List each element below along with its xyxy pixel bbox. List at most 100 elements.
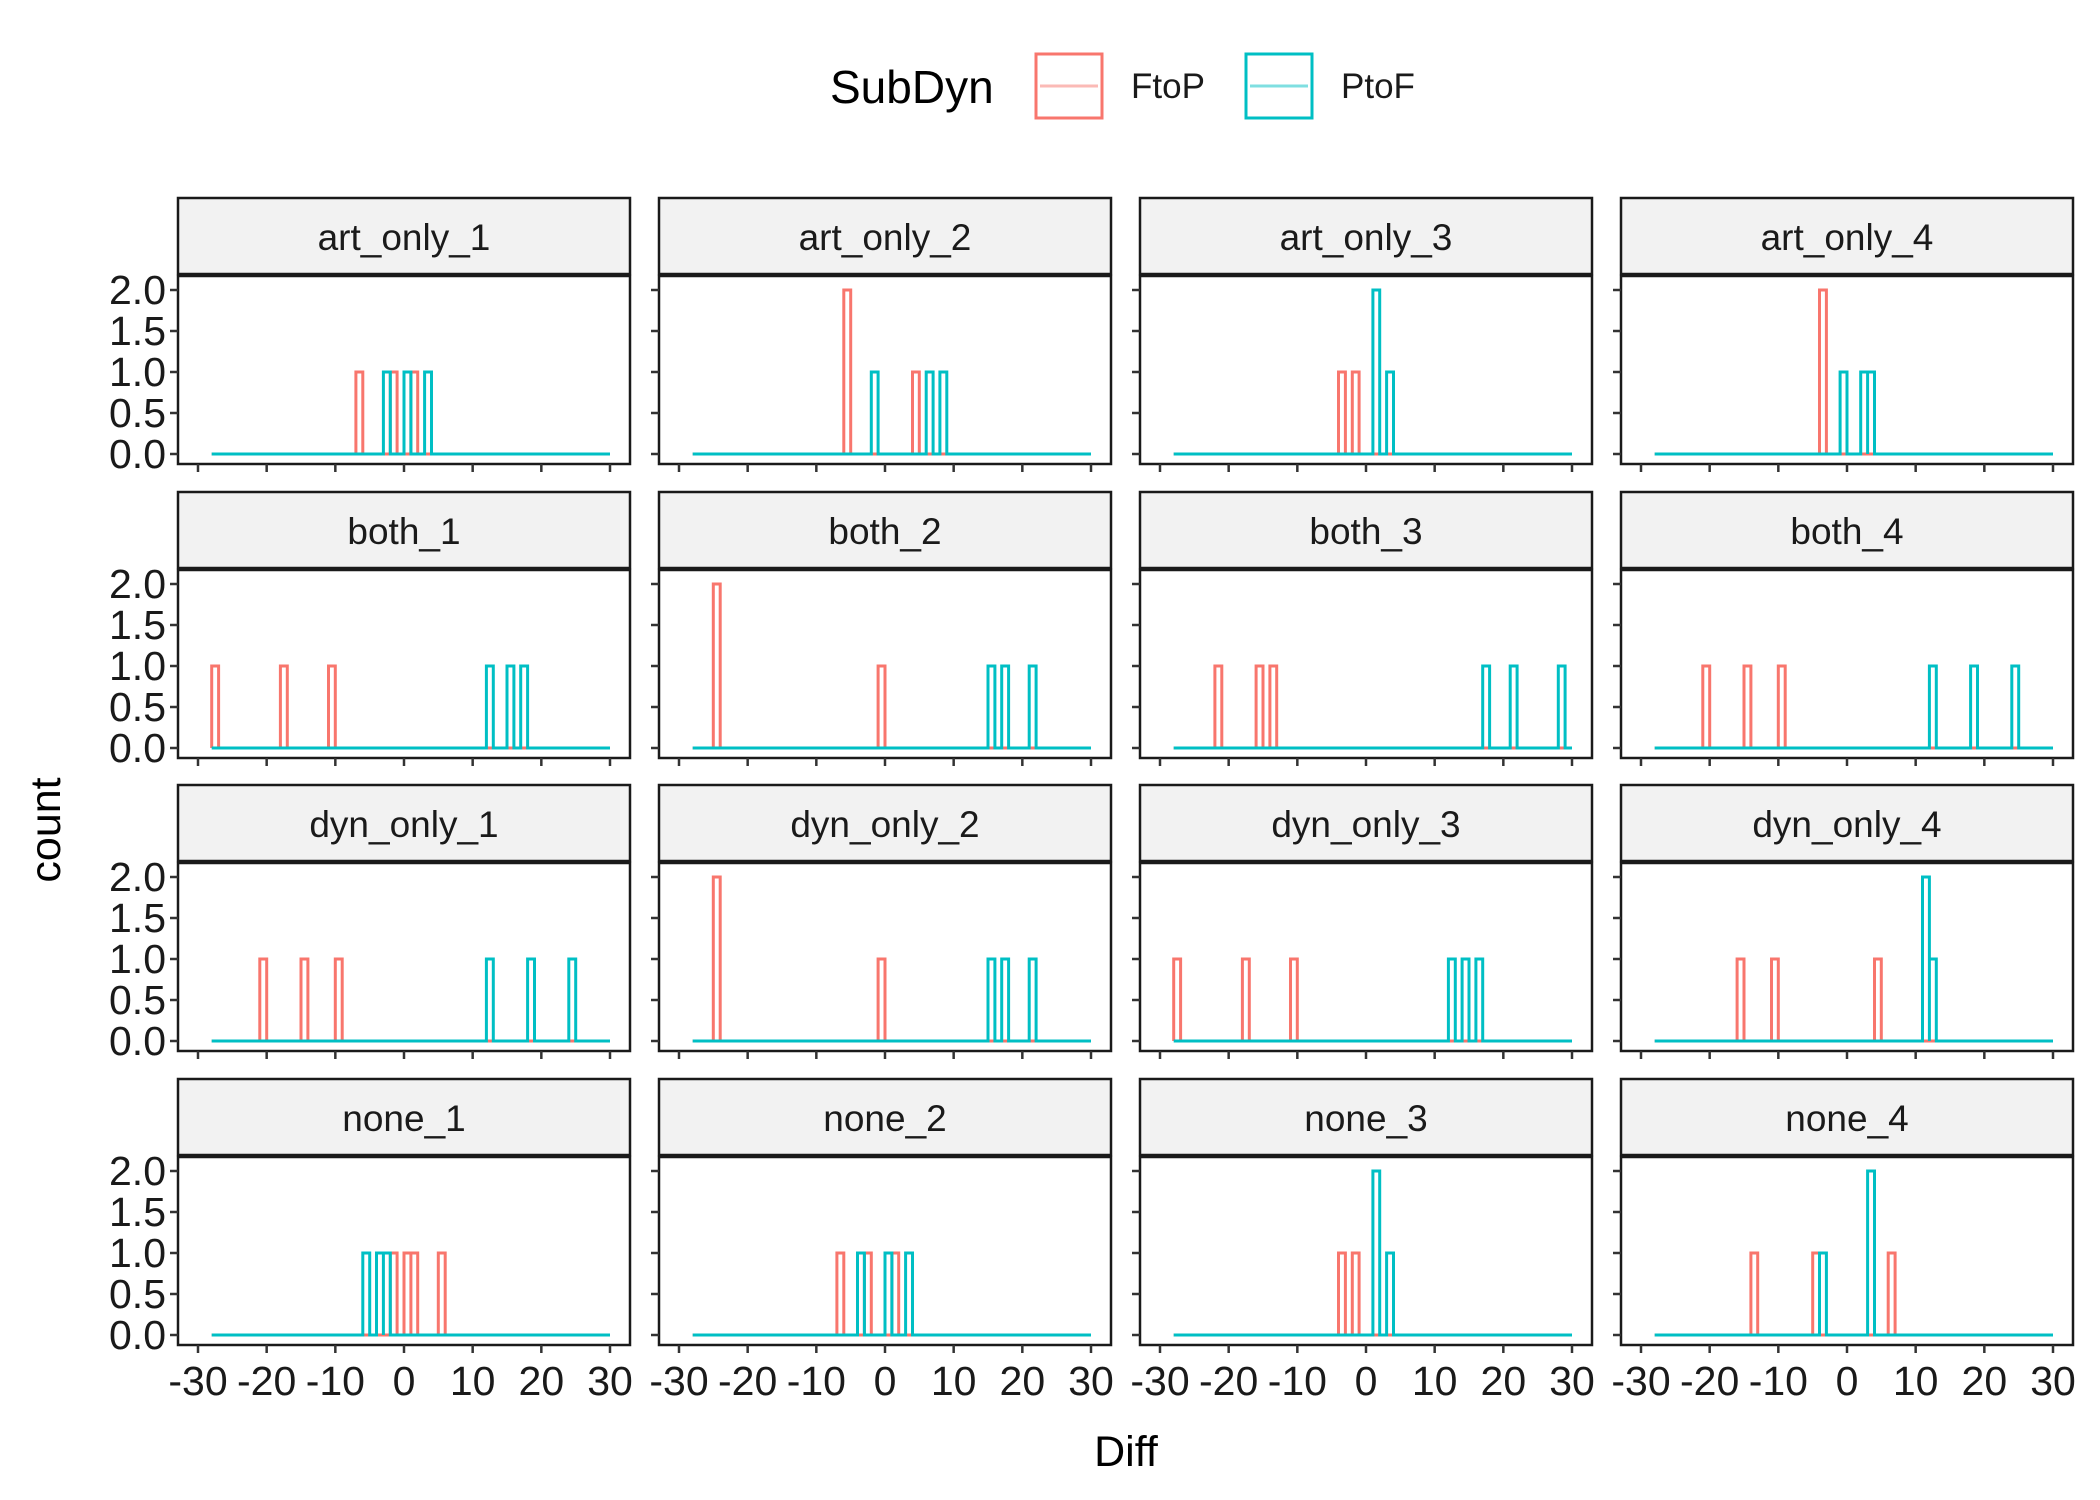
series-FtoP-both_1 (210, 664, 610, 750)
strip-label-both_2: both_2 (828, 511, 941, 552)
y-tick-label: 0.0 (109, 725, 166, 771)
x-tick-label: 30 (587, 1358, 633, 1404)
strip-both_4 (1619, 490, 2075, 570)
x-tick-label: 20 (1000, 1358, 1046, 1404)
series-FtoP-none_2 (692, 1251, 1091, 1337)
panel-none_4: none_4 -30 -20 -10 0 10 20 30 (1611, 1077, 2076, 1404)
x-tick-label: -10 (306, 1358, 365, 1404)
series-FtoP-dyn_only_1 (211, 957, 610, 1043)
series-FtoP-both_3 (1173, 664, 1572, 750)
series-FtoP-dyn_only_3 (1172, 957, 1572, 1043)
strip-label-art_only_4: art_only_4 (1761, 217, 1934, 258)
series-PtoF-both_1 (211, 664, 610, 750)
x-tick-label: -30 (1611, 1358, 1670, 1404)
series-PtoF-art_only_2 (692, 370, 1091, 456)
strip-dyn_only_2 (657, 783, 1113, 863)
x-tick-label: 0 (1355, 1358, 1378, 1404)
panel-art_only_1: art_only_1 0.00.51.01.52.0 (109, 196, 632, 477)
legend-key-FtoP (1034, 52, 1104, 120)
strip-dyn_only_1 (176, 783, 632, 863)
x-tick-label: 20 (519, 1358, 565, 1404)
legend-label-FtoP: FtoP (1131, 67, 1205, 106)
strip-label-none_1: none_1 (342, 1098, 465, 1139)
y-tick-label: 1.5 (109, 602, 166, 648)
strip-dyn_only_3 (1138, 783, 1594, 863)
plot-area-none_4 (1619, 1155, 2075, 1347)
strip-none_3 (1138, 1077, 1594, 1157)
x-tick-label: 30 (1068, 1358, 1114, 1404)
y-tick-label: 0.5 (109, 1271, 166, 1317)
strip-label-both_1: both_1 (347, 511, 460, 552)
panel-both_2: both_2 (651, 490, 1113, 766)
strip-art_only_2 (657, 196, 1113, 276)
x-tick-label: -20 (237, 1358, 296, 1404)
y-tick-label: 1.0 (109, 349, 166, 395)
plot-area-dyn_only_4 (1619, 861, 2075, 1053)
panel-art_only_2: art_only_2 (651, 196, 1113, 472)
strip-label-dyn_only_3: dyn_only_3 (1271, 804, 1460, 845)
x-tick-label: 0 (874, 1358, 897, 1404)
strip-dyn_only_4 (1619, 783, 2075, 863)
strip-label-none_2: none_2 (823, 1098, 946, 1139)
strip-label-art_only_2: art_only_2 (799, 217, 972, 258)
series-FtoP-art_only_1 (211, 370, 610, 456)
series-PtoF-art_only_4 (1654, 370, 2053, 456)
plot-area-both_4 (1619, 568, 2075, 760)
strip-both_1 (176, 490, 632, 570)
series-PtoF-both_3 (1173, 664, 1572, 750)
series-PtoF-dyn_only_1 (211, 957, 610, 1043)
x-tick-label: 10 (450, 1358, 496, 1404)
panel-dyn_only_1: dyn_only_1 0.00.51.01.52.0 (109, 783, 632, 1064)
legend-key-PtoF (1244, 52, 1314, 120)
series-PtoF-none_3 (1173, 1169, 1572, 1337)
x-tick-label: -20 (1680, 1358, 1739, 1404)
strip-label-both_4: both_4 (1790, 511, 1903, 552)
x-tick-label: 0 (1836, 1358, 1859, 1404)
strip-none_4 (1619, 1077, 2075, 1157)
plot-area-none_1 (176, 1155, 632, 1347)
x-axis-title: Diff (1094, 1428, 1159, 1476)
plot-area-dyn_only_3 (1138, 861, 1594, 1053)
plot-area-art_only_2 (657, 274, 1113, 466)
panel-both_3: both_3 (1132, 490, 1594, 766)
strip-label-none_3: none_3 (1304, 1098, 1427, 1139)
strip-both_2 (657, 490, 1113, 570)
x-tick-label: 20 (1962, 1358, 2008, 1404)
strip-label-art_only_3: art_only_3 (1280, 217, 1453, 258)
series-PtoF-art_only_1 (211, 370, 610, 456)
series-PtoF-dyn_only_4 (1654, 875, 2053, 1043)
panel-none_1: none_1 0.00.51.01.52.0 -30 -20 -10 0 10 20 30 (109, 1077, 633, 1404)
series-PtoF-dyn_only_3 (1173, 957, 1572, 1043)
series-PtoF-dyn_only_2 (692, 957, 1091, 1043)
x-tick-label: -30 (649, 1358, 708, 1404)
strip-label-art_only_1: art_only_1 (318, 217, 491, 258)
y-tick-label: 1.0 (109, 936, 166, 982)
strip-label-dyn_only_1: dyn_only_1 (309, 804, 498, 845)
series-FtoP-both_4 (1654, 664, 2053, 750)
strip-label-dyn_only_2: dyn_only_2 (790, 804, 979, 845)
y-tick-label: 2.0 (109, 267, 166, 313)
y-tick-label: 2.0 (109, 1148, 166, 1194)
series-FtoP-dyn_only_4 (1654, 957, 2053, 1043)
x-tick-label: 30 (2030, 1358, 2076, 1404)
legend: SubDyn FtoP PtoF (830, 52, 1415, 120)
panel-none_3: none_3 -30 -20 -10 0 10 20 30 (1130, 1077, 1595, 1404)
strip-both_3 (1138, 490, 1594, 570)
x-tick-label: -20 (1199, 1358, 1258, 1404)
series-PtoF-both_2 (692, 664, 1091, 750)
y-tick-label: 0.5 (109, 390, 166, 436)
strip-none_1 (176, 1077, 632, 1157)
y-tick-label: 1.0 (109, 1230, 166, 1276)
series-PtoF-art_only_3 (1173, 288, 1572, 456)
plot-area-art_only_3 (1138, 274, 1594, 466)
x-tick-label: -20 (718, 1358, 777, 1404)
series-PtoF-none_1 (211, 1251, 610, 1337)
series-PtoF-both_4 (1654, 664, 2053, 750)
panel-dyn_only_3: dyn_only_3 (1132, 783, 1594, 1059)
series-PtoF-none_2 (692, 1251, 1091, 1337)
y-tick-label: 1.5 (109, 1189, 166, 1235)
y-tick-label: 2.0 (109, 854, 166, 900)
y-tick-label: 0.0 (109, 431, 166, 477)
